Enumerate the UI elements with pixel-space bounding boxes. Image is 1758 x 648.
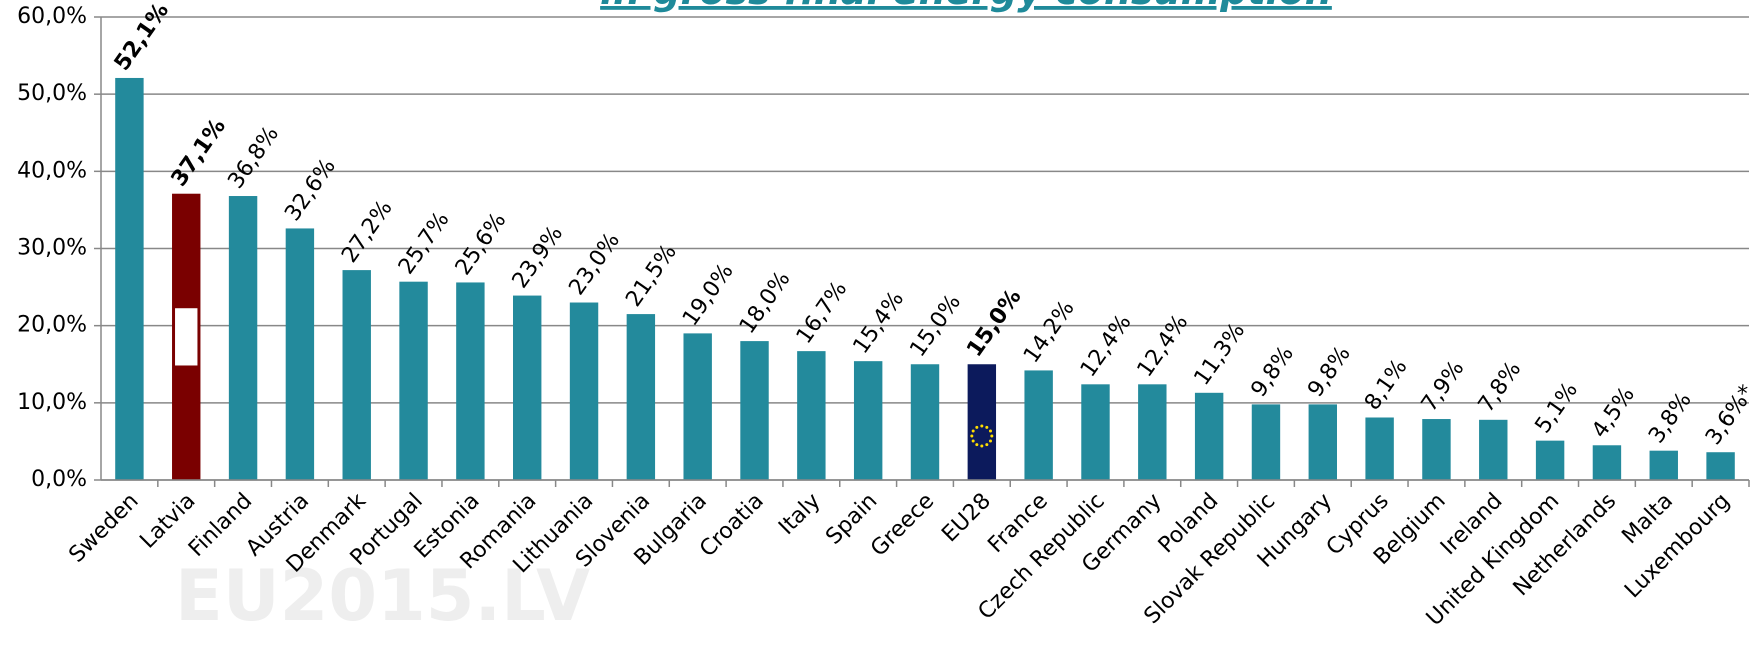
x-tick-label: Croatia	[695, 489, 769, 563]
bar	[683, 333, 711, 480]
value-label: 3,6%*	[1701, 381, 1758, 450]
y-tick-label: 0,0%	[31, 467, 87, 492]
bar	[1081, 384, 1109, 480]
eu-star	[989, 440, 992, 443]
value-label: 25,7%	[394, 208, 455, 280]
bar	[343, 270, 371, 480]
value-label: 11,3%	[1190, 319, 1251, 391]
value-label: 14,2%	[1019, 296, 1080, 368]
x-tick-label: Finland	[184, 489, 257, 562]
eu-star	[975, 443, 978, 446]
bar	[229, 196, 257, 480]
bar	[1138, 384, 1166, 480]
bar	[740, 341, 768, 480]
value-label: 18,0%	[735, 267, 796, 339]
value-label: 27,2%	[337, 196, 398, 268]
y-tick-label: 30,0%	[17, 236, 87, 261]
value-label: 36,8%	[224, 122, 285, 194]
value-label: 52,1%	[110, 0, 174, 75]
value-label: 7,8%	[1474, 357, 1527, 417]
bar	[115, 78, 143, 480]
value-label: 12,4%	[1133, 310, 1194, 382]
bar	[1706, 452, 1734, 480]
x-tick-label: Greece	[866, 489, 939, 562]
bar	[399, 282, 427, 480]
value-label: 4,5%	[1587, 383, 1640, 443]
y-tick-label: 60,0%	[17, 4, 87, 29]
value-label: 15,0%	[962, 285, 1026, 362]
value-label: 37,1%	[167, 114, 231, 191]
bar	[513, 296, 541, 480]
y-tick-label: 10,0%	[17, 390, 87, 415]
value-label: 5,1%	[1531, 378, 1584, 438]
eu-star	[972, 430, 975, 433]
bar	[1650, 451, 1678, 480]
value-label: 9,8%	[1246, 342, 1299, 402]
value-label: 15,4%	[849, 287, 910, 359]
value-label: 25,6%	[451, 208, 512, 280]
flag-stripe	[175, 308, 197, 365]
bar	[854, 361, 882, 480]
eu-star	[990, 435, 993, 438]
value-label: 19,0%	[678, 259, 739, 331]
x-tick-label: Italy	[774, 489, 825, 540]
y-tick-label: 40,0%	[17, 158, 87, 183]
eu-star	[975, 426, 978, 429]
bar	[570, 303, 598, 480]
value-label: 21,5%	[621, 240, 682, 312]
bar	[1024, 370, 1052, 480]
value-label: 16,7%	[792, 277, 853, 349]
eu-star	[985, 426, 988, 429]
bar	[911, 364, 939, 480]
bar	[1422, 419, 1450, 480]
eu-star	[985, 443, 988, 446]
bar	[1479, 420, 1507, 480]
bar	[1536, 441, 1564, 480]
eu-star	[972, 440, 975, 443]
bar	[1365, 417, 1393, 480]
bar	[1195, 393, 1223, 480]
bar	[627, 314, 655, 480]
bar	[286, 228, 314, 480]
value-label: 3,8%	[1644, 388, 1697, 448]
bar	[968, 364, 996, 480]
eu-star	[980, 445, 983, 448]
eu-star	[970, 435, 973, 438]
bar	[1252, 404, 1280, 480]
chart: EU2015.LV in gross final energy consumpt…	[0, 0, 1758, 648]
bar	[456, 282, 484, 480]
value-label: 12,4%	[1076, 310, 1137, 382]
value-label: 8,1%	[1360, 355, 1413, 415]
value-label: 23,0%	[564, 228, 625, 300]
bar	[1309, 404, 1337, 480]
x-tick-label: Sweden	[65, 489, 144, 568]
value-label: 9,8%	[1303, 342, 1356, 402]
y-tick-label: 20,0%	[17, 313, 87, 338]
y-tick-label: 50,0%	[17, 81, 87, 106]
eu-star	[980, 425, 983, 428]
value-label: 23,9%	[508, 221, 569, 293]
value-label: 32,6%	[280, 154, 341, 226]
eu-star	[989, 430, 992, 433]
value-label: 7,9%	[1417, 356, 1470, 416]
chart-title: in gross final energy consumption	[600, 0, 1332, 13]
bar	[1593, 445, 1621, 480]
bar	[797, 351, 825, 480]
